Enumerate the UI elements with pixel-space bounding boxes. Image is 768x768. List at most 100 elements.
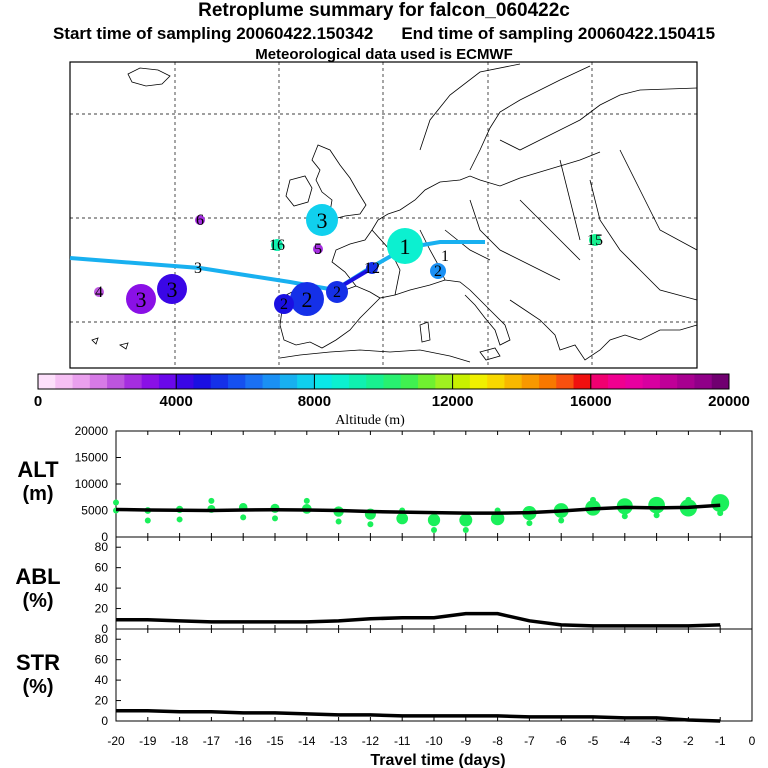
- colorbar-swatch: [297, 374, 315, 389]
- str-line: [116, 709, 721, 723]
- colorbar-swatch: [625, 374, 644, 389]
- alt-point: [427, 513, 441, 527]
- colorbar-swatch: [331, 374, 350, 389]
- cluster-circle: [387, 228, 423, 264]
- xtick-label: -3: [651, 734, 662, 748]
- colorbar-tick-label: 20000: [708, 393, 750, 410]
- alt-point: [648, 496, 665, 514]
- cluster-label: 6: [196, 212, 204, 229]
- colorbar-swatch: [677, 374, 695, 389]
- alt-ytick-label: 10000: [75, 477, 109, 491]
- colorbar-tick-label: 16000: [570, 393, 612, 410]
- map-gridlines: [70, 62, 697, 368]
- str-unit: (%): [22, 676, 53, 698]
- str-ytick-label: 80: [95, 632, 109, 646]
- colorbar-swatch: [590, 374, 609, 389]
- xtick-label: -9: [460, 734, 471, 748]
- alt-point: [711, 494, 730, 513]
- panel-ylabels: ALT (m) ABL (%) STR (%): [15, 457, 60, 698]
- colorbar-swatch: [279, 374, 298, 389]
- alt-point: [558, 517, 565, 524]
- cluster-circle: [589, 234, 601, 246]
- colorbar-tick-label: 12000: [432, 393, 474, 410]
- colorbar-swatch: [487, 374, 505, 389]
- colorbar-swatch: [210, 374, 229, 389]
- cluster-circle: [274, 294, 294, 314]
- str-panel-frame: [115, 628, 753, 722]
- alt-point: [459, 513, 473, 527]
- cluster-circle: [306, 204, 338, 236]
- colorbar-swatch: [608, 374, 626, 389]
- colorbar-swatch: [89, 374, 108, 389]
- xtick-label: 0: [749, 734, 756, 748]
- cluster-label: 3: [167, 277, 178, 302]
- alt-point: [240, 514, 247, 521]
- cluster-circle: [195, 215, 205, 225]
- colorbar-swatch: [176, 374, 194, 389]
- end-time-label: End time of sampling 20060422.150415: [401, 24, 716, 43]
- alt-ytick-label: 15000: [75, 451, 109, 465]
- cluster-label: 2: [280, 296, 288, 313]
- xtick-label: -18: [171, 734, 189, 748]
- colorbar-swatch: [314, 374, 333, 389]
- colorbar-swatch: [348, 374, 367, 389]
- alt-point: [685, 496, 692, 503]
- alt-label: ALT: [17, 457, 59, 482]
- colorbar-swatch: [141, 374, 160, 389]
- colorbar-swatch: [366, 374, 384, 389]
- alt-point: [303, 497, 310, 504]
- cluster-label: 1: [400, 234, 411, 259]
- cluster-label: 2: [302, 287, 313, 312]
- abl-ytick-label: 40: [95, 581, 109, 595]
- colorbar-label: Altitude (m): [335, 413, 405, 428]
- str-ytick-label: 0: [101, 714, 108, 728]
- cluster-label: 3: [136, 287, 147, 312]
- colorbar-swatch: [55, 374, 74, 389]
- map-frame: [69, 61, 698, 369]
- cluster-label: 3: [194, 260, 202, 277]
- colorbar-swatch: [521, 374, 540, 389]
- xtick-label: -16: [235, 734, 253, 748]
- abl-panel-frame: [115, 536, 753, 630]
- alt-point: [144, 517, 151, 524]
- xtick-label: -7: [524, 734, 535, 748]
- xtick-label: -8: [492, 734, 503, 748]
- xtick-label: -15: [266, 734, 284, 748]
- colorbar-swatch: [642, 374, 661, 389]
- alt-unit: (m): [22, 483, 53, 505]
- cluster-label: 16: [269, 237, 285, 254]
- colorbar-swatch: [469, 374, 488, 389]
- abl-ytick-label: 20: [95, 602, 109, 616]
- str-ytick-label: 20: [95, 694, 109, 708]
- xtick-label: -10: [425, 734, 443, 748]
- xtick-label: -4: [619, 734, 630, 748]
- alt-point: [431, 527, 437, 534]
- cluster-label: 2: [434, 263, 442, 280]
- colorbar-swatch: [158, 374, 177, 389]
- cluster-circle: [326, 281, 348, 303]
- colorbar-swatch: [694, 374, 713, 389]
- alt-point: [717, 510, 724, 517]
- cluster-circle: [271, 239, 283, 251]
- colorbar-swatch: [538, 374, 557, 389]
- xtick-label: -1: [715, 734, 726, 748]
- xtick-label: -2: [683, 734, 694, 748]
- alt-point: [653, 512, 660, 519]
- abl-ytick-label: 0: [101, 622, 108, 636]
- xtick-label: -17: [203, 734, 221, 748]
- abl-ytick-label: 60: [95, 561, 109, 575]
- colorbar-swatch: [400, 374, 419, 389]
- alt-mean-line: [115, 503, 721, 515]
- alt-point: [176, 516, 183, 523]
- altitude-colorbar: 0 4000 8000 12000 16000 20000: [34, 373, 750, 410]
- alt-ytick-label: 0: [101, 530, 108, 544]
- alt-point: [396, 512, 409, 525]
- start-time-label: Start time of sampling 20060422.150342: [52, 24, 374, 43]
- colorbar-swatch: [435, 374, 454, 389]
- colorbar-tick-label: 8000: [298, 393, 331, 410]
- colorbar-swatch: [228, 374, 246, 389]
- alt-point: [526, 520, 533, 527]
- alt-point: [621, 513, 628, 520]
